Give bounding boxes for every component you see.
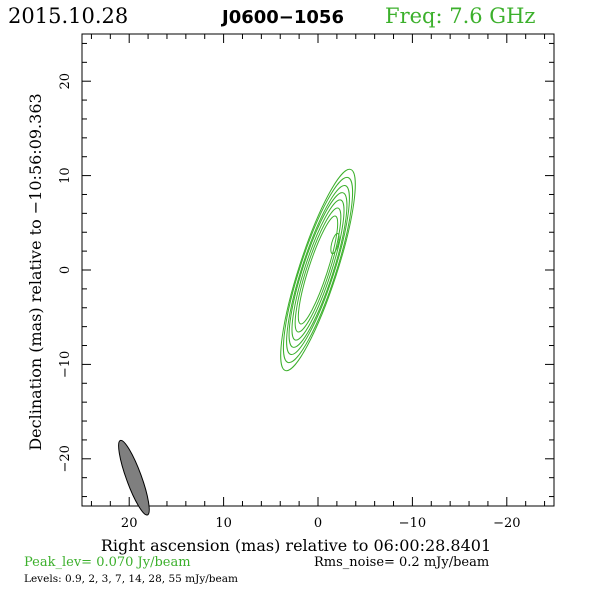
contour-level-6 [282, 176, 354, 364]
x-tick-label: −20 [493, 516, 520, 531]
source-name: J0600−1056 [220, 7, 344, 28]
y-axis-label: Declination (mas) relative to −10:56:09.… [26, 93, 45, 450]
x-tick-label: 0 [314, 516, 322, 531]
plot-frame [81, 33, 555, 507]
contour-level-1 [297, 215, 339, 325]
secondary-contour [330, 233, 340, 255]
x-tick-label: 10 [215, 516, 232, 531]
y-tick-label: 20 [58, 73, 73, 90]
source-contours [280, 168, 356, 372]
beam-ellipse [118, 439, 150, 516]
x-axis-label: Right ascension (mas) relative to 06:00:… [101, 536, 491, 555]
rms-noise: Rms_noise= 0.2 mJy/beam [314, 555, 489, 570]
x-tick-label: −10 [399, 516, 426, 531]
axis-ticks [82, 34, 554, 506]
secondary-component [330, 233, 340, 255]
contour-level-4 [288, 192, 348, 348]
contour-level-5 [286, 184, 350, 356]
contour-levels: Levels: 0.9, 2, 3, 7, 14, 28, 55 mJy/bea… [24, 573, 238, 585]
contour-level-7 [280, 168, 356, 372]
tick-labels: 20 10 0 −10 −20 20 10 0 −10 −20 [58, 73, 521, 531]
peak-level: Peak_lev= 0.070 Jy/beam [24, 555, 191, 570]
frequency-label: Freq: 7.6 GHz [385, 4, 535, 28]
contour-level-3 [291, 199, 345, 341]
y-tick-label: −20 [58, 445, 73, 472]
y-tick-label: −10 [58, 351, 73, 378]
beam-group [118, 439, 150, 516]
y-tick-label: 0 [58, 266, 73, 274]
x-tick-label: 20 [121, 516, 138, 531]
contour-level-2 [294, 207, 342, 333]
y-tick-label: 10 [58, 167, 73, 184]
observation-date: 2015.10.28 [8, 4, 128, 28]
